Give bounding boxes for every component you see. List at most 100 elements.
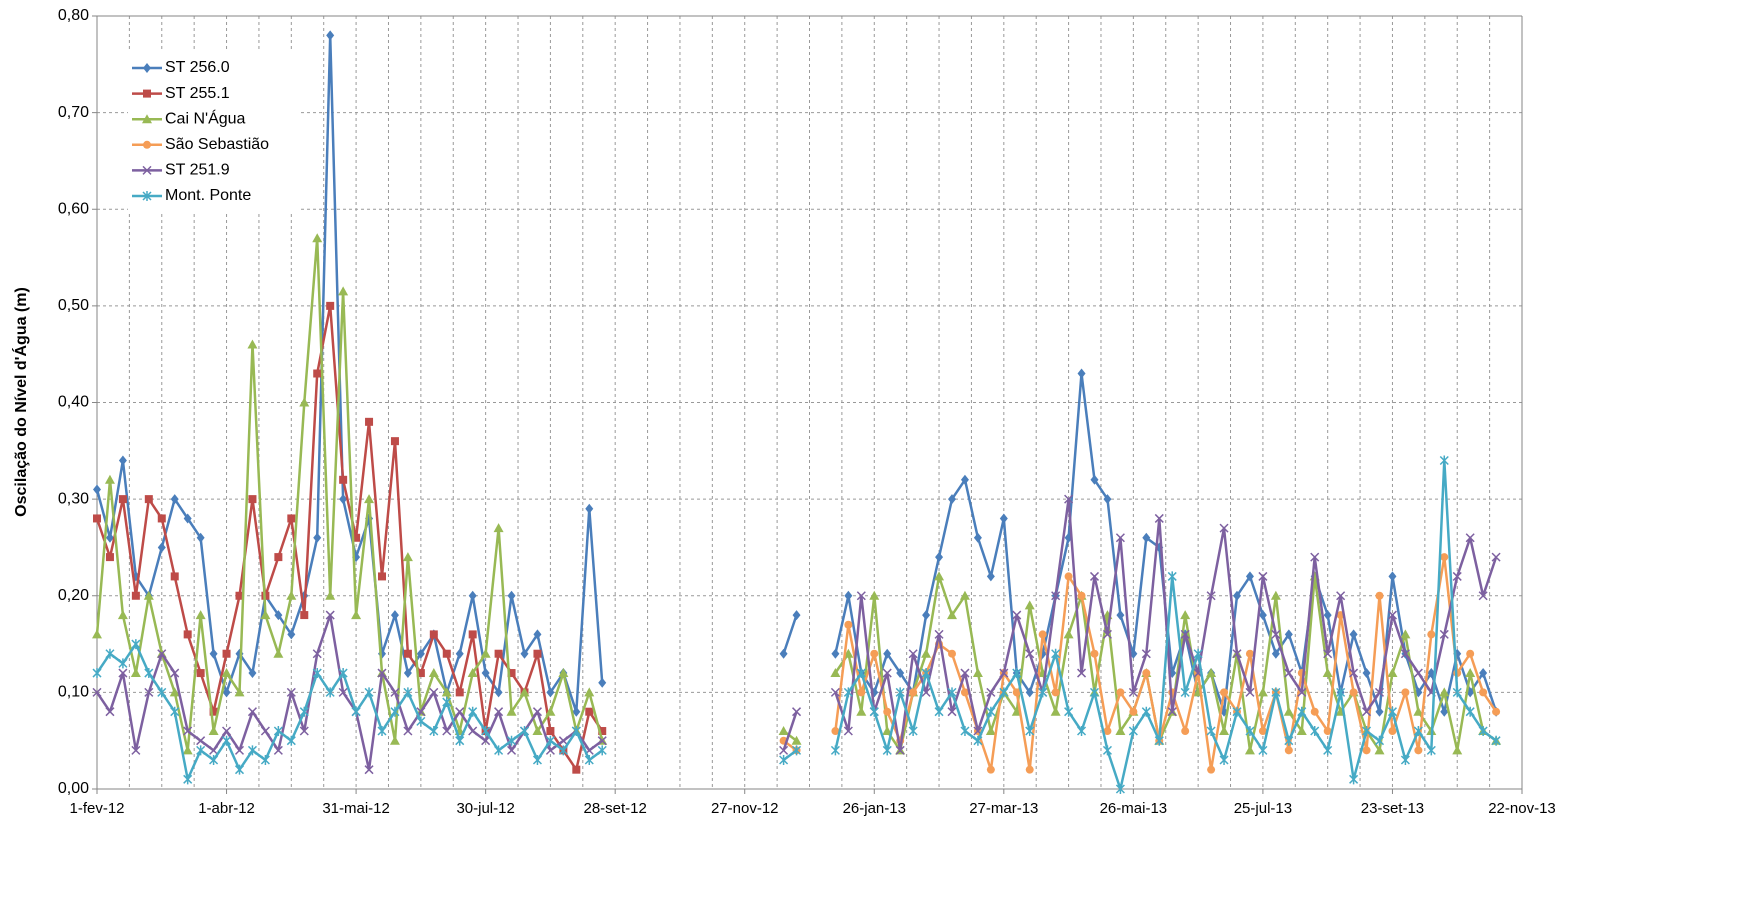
marker — [441, 687, 452, 697]
marker — [844, 590, 853, 601]
marker — [571, 726, 581, 737]
marker — [585, 503, 594, 514]
marker — [402, 552, 413, 562]
marker — [1465, 706, 1475, 717]
marker — [1323, 649, 1333, 659]
marker — [195, 610, 206, 620]
marker — [209, 745, 219, 755]
marker — [144, 668, 154, 679]
marker — [1439, 629, 1449, 639]
marker — [869, 706, 879, 717]
marker — [299, 397, 310, 407]
marker — [313, 532, 322, 543]
marker — [1427, 668, 1436, 679]
marker — [442, 697, 452, 708]
marker — [986, 687, 996, 697]
marker — [533, 649, 542, 658]
marker — [1115, 533, 1125, 543]
marker — [1038, 687, 1048, 698]
marker — [247, 707, 257, 717]
marker — [778, 726, 789, 736]
marker — [558, 736, 568, 746]
marker — [377, 726, 387, 737]
marker — [1180, 687, 1190, 698]
marker — [791, 735, 802, 745]
marker — [1167, 571, 1177, 582]
marker — [948, 649, 956, 658]
marker — [520, 648, 529, 659]
marker — [1297, 687, 1307, 697]
marker — [597, 736, 607, 746]
marker — [286, 590, 297, 600]
marker — [934, 629, 944, 639]
marker — [1206, 668, 1217, 678]
marker — [196, 736, 206, 746]
x-tick-label: 26-jan-13 — [843, 800, 906, 817]
marker — [1336, 591, 1346, 601]
marker — [1466, 649, 1475, 658]
series-line — [95, 236, 1497, 752]
marker — [1219, 523, 1229, 533]
marker — [170, 572, 179, 581]
marker — [506, 706, 517, 716]
series-line — [95, 304, 604, 771]
marker — [1413, 706, 1424, 716]
marker — [1129, 707, 1138, 716]
marker — [1284, 668, 1294, 678]
marker — [519, 687, 530, 697]
marker — [130, 668, 141, 678]
marker — [1401, 688, 1410, 697]
marker — [999, 668, 1009, 678]
marker — [364, 494, 375, 504]
marker — [352, 533, 361, 542]
legend-label: Mont. Ponte — [165, 187, 251, 204]
marker — [1244, 745, 1255, 755]
marker — [1426, 745, 1436, 756]
marker — [597, 745, 607, 756]
marker — [364, 765, 374, 775]
marker — [1374, 745, 1385, 755]
marker — [93, 484, 101, 495]
marker — [546, 687, 555, 698]
marker — [1025, 726, 1035, 737]
marker — [390, 610, 399, 621]
marker — [1206, 726, 1216, 737]
marker — [247, 745, 257, 756]
marker — [326, 30, 335, 41]
marker — [558, 745, 568, 756]
marker — [494, 649, 503, 658]
marker — [830, 687, 840, 697]
marker — [947, 610, 957, 620]
marker — [1310, 707, 1319, 716]
marker — [1491, 735, 1501, 746]
marker — [1336, 687, 1346, 698]
marker — [546, 727, 555, 736]
legend-label: Cai N'Água — [165, 108, 246, 127]
marker — [1388, 727, 1397, 736]
marker — [105, 648, 115, 659]
marker — [1180, 610, 1191, 620]
marker — [273, 745, 283, 755]
marker — [222, 726, 232, 736]
marker — [792, 745, 802, 756]
marker — [248, 668, 257, 679]
marker — [792, 610, 801, 621]
marker — [1141, 706, 1151, 717]
marker — [1465, 668, 1476, 678]
marker — [870, 649, 879, 658]
marker — [986, 571, 995, 582]
marker — [247, 339, 258, 349]
marker — [1413, 668, 1423, 678]
marker — [584, 687, 595, 697]
marker — [1077, 368, 1086, 379]
marker — [287, 514, 296, 523]
marker — [144, 687, 154, 697]
marker — [1439, 455, 1449, 466]
marker — [882, 726, 893, 736]
marker — [856, 668, 866, 679]
marker — [131, 639, 141, 650]
marker — [117, 610, 128, 620]
marker — [844, 620, 853, 629]
marker — [895, 687, 905, 698]
marker — [960, 688, 969, 697]
